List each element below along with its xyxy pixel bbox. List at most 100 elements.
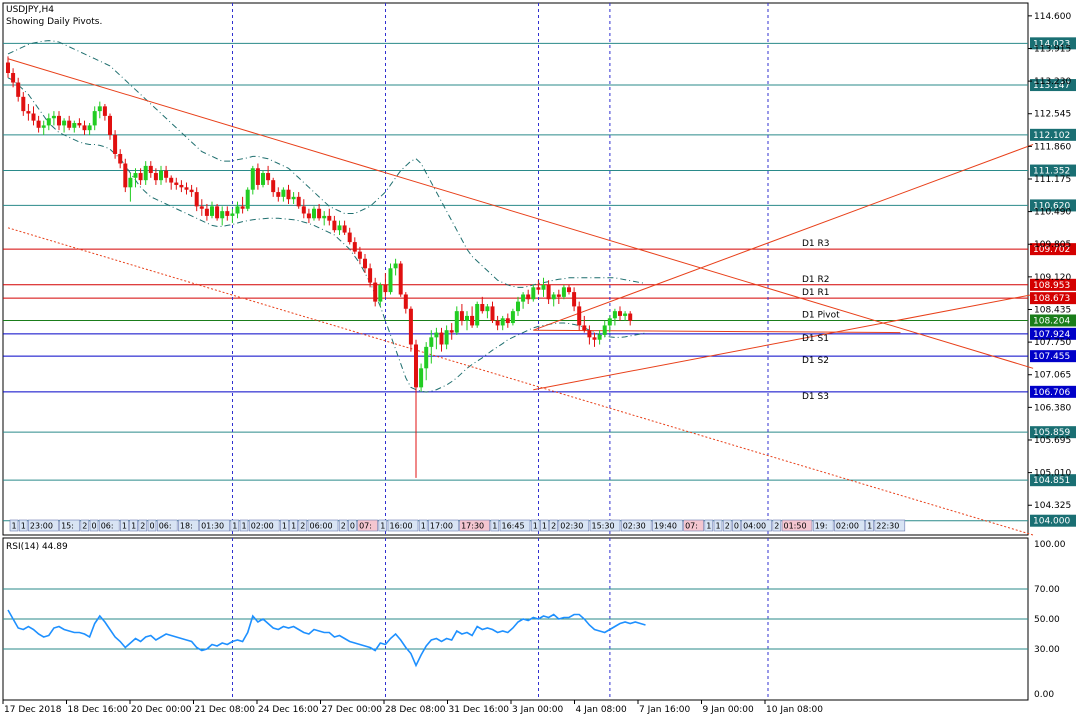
candle-body-35 bbox=[184, 187, 189, 190]
session-box-26 bbox=[418, 519, 428, 532]
channel-base bbox=[533, 329, 901, 334]
session-text-5: 0 bbox=[92, 522, 97, 531]
session-box-34 bbox=[558, 519, 590, 532]
candle-body-1 bbox=[11, 73, 16, 83]
candle-body-5 bbox=[31, 113, 36, 121]
candle-body-37 bbox=[194, 192, 199, 207]
rsi-line bbox=[7, 609, 646, 668]
candle-body-95 bbox=[490, 306, 495, 321]
session-text-10: 0 bbox=[150, 522, 155, 531]
price-tick-label-15: 104.325 bbox=[1034, 501, 1071, 511]
candle-body-85 bbox=[439, 332, 444, 345]
candle-body-100 bbox=[516, 301, 520, 312]
session-box-18 bbox=[289, 519, 298, 532]
session-box-3 bbox=[59, 519, 80, 532]
session-text-8: 1 bbox=[131, 522, 136, 531]
pivot-tag-text-3: 108.204 bbox=[1033, 316, 1070, 326]
candle-body-73 bbox=[378, 284, 383, 302]
pivot-tag-text-1: 108.953 bbox=[1033, 281, 1070, 291]
pivot-tag-text-5: 107.455 bbox=[1033, 352, 1070, 362]
candle-body-43 bbox=[225, 211, 230, 216]
envelope-bands bbox=[7, 40, 646, 393]
candle-body-67 bbox=[347, 232, 352, 243]
session-text-34: 02:30 bbox=[560, 522, 583, 531]
candle-body-98 bbox=[505, 318, 510, 324]
candle-body-44 bbox=[230, 213, 235, 216]
candle-body-15 bbox=[82, 125, 87, 131]
rsi-label: RSI(14) 44.89 bbox=[6, 542, 68, 552]
session-text-24: 1 bbox=[380, 522, 385, 531]
session-box-21 bbox=[338, 519, 348, 532]
session-text-30: 16:45 bbox=[502, 522, 525, 531]
candle-body-84 bbox=[434, 332, 439, 338]
session-text-41: 2 bbox=[725, 522, 730, 531]
candle-body-57 bbox=[296, 196, 301, 207]
candle-body-11 bbox=[62, 120, 67, 126]
session-text-15: 1 bbox=[242, 522, 247, 531]
candle-body-113 bbox=[582, 325, 587, 331]
rsi-panel bbox=[3, 588, 1028, 668]
session-box-36 bbox=[620, 519, 652, 532]
price-tick-label-5: 111.175 bbox=[1034, 175, 1071, 185]
price-tick-label-0: 114.600 bbox=[1034, 12, 1071, 22]
pivot-tag-0 bbox=[1030, 243, 1076, 256]
session-box-16 bbox=[248, 519, 280, 532]
price-tick-label-9: 108.435 bbox=[1034, 305, 1071, 315]
candle-body-120 bbox=[618, 311, 622, 316]
session-box-2 bbox=[28, 519, 59, 532]
session-text-0: 1 bbox=[12, 522, 17, 531]
candle-body-105 bbox=[541, 284, 546, 290]
session-text-1: 1 bbox=[21, 522, 26, 531]
candle-body-6 bbox=[36, 120, 41, 128]
session-text-33: 2 bbox=[551, 522, 556, 531]
pivot-name-4: D1 S1 bbox=[802, 334, 829, 344]
candle-body-110 bbox=[567, 287, 571, 293]
candle-body-111 bbox=[572, 292, 577, 307]
pivot-labels: D1 R3 D1 R2 D1 R1 D1 Pivot D1 S1 D1 S2 D1 S3 bbox=[802, 239, 840, 402]
session-text-4: 2 bbox=[82, 522, 87, 531]
session-text-28: 17:30 bbox=[461, 522, 484, 531]
candle-body-14 bbox=[77, 123, 82, 126]
session-box-40 bbox=[713, 519, 723, 532]
session-box-9 bbox=[138, 519, 148, 532]
candle-body-101 bbox=[521, 294, 526, 302]
session-text-29: 1 bbox=[492, 522, 497, 531]
candle-body-80 bbox=[414, 344, 418, 388]
time-label-6: 28 Dec 08:00 bbox=[385, 705, 446, 715]
session-text-39: 1 bbox=[706, 522, 711, 531]
level-tag-text-0: 114.023 bbox=[1033, 39, 1070, 49]
period-separators bbox=[232, 3, 769, 700]
candle-body-75 bbox=[388, 268, 393, 293]
candle-body-114 bbox=[587, 330, 592, 338]
session-text-36: 02:30 bbox=[623, 522, 646, 531]
candle-body-60 bbox=[312, 208, 316, 219]
candle-body-7 bbox=[41, 125, 46, 128]
level-tag-4 bbox=[1030, 199, 1076, 212]
session-box-48 bbox=[865, 519, 874, 532]
price-pane-border bbox=[2, 2, 1029, 536]
candle-body-117 bbox=[602, 325, 607, 335]
candle-body-65 bbox=[337, 225, 342, 231]
price-tick-label-2: 113.230 bbox=[1034, 77, 1071, 87]
session-text-25: 16:00 bbox=[390, 522, 413, 531]
session-box-7 bbox=[120, 519, 129, 532]
rsi-tick-label-4: 0.00 bbox=[1034, 690, 1054, 700]
session-box-5 bbox=[89, 519, 99, 532]
session-text-46: 19: bbox=[815, 522, 828, 531]
candle-body-26 bbox=[138, 173, 143, 181]
level-tag-text-6: 104.851 bbox=[1033, 476, 1070, 486]
candle-body-102 bbox=[526, 294, 531, 300]
candle-body-92 bbox=[475, 304, 480, 326]
candle-body-33 bbox=[174, 182, 179, 185]
candle-body-55 bbox=[286, 189, 291, 200]
price-axis: 114.023 113.147 112.102 111.352 110.620 105.8… bbox=[1028, 12, 1076, 700]
candle-body-34 bbox=[179, 184, 184, 188]
pivot-tag-text-4: 107.924 bbox=[1033, 330, 1070, 340]
candle-body-91 bbox=[470, 315, 475, 326]
candle-body-83 bbox=[429, 337, 434, 347]
session-text-3: 15: bbox=[61, 522, 74, 531]
candle-body-29 bbox=[153, 173, 158, 181]
price-tick-label-8: 109.120 bbox=[1034, 273, 1071, 283]
candle-body-72 bbox=[373, 282, 378, 302]
